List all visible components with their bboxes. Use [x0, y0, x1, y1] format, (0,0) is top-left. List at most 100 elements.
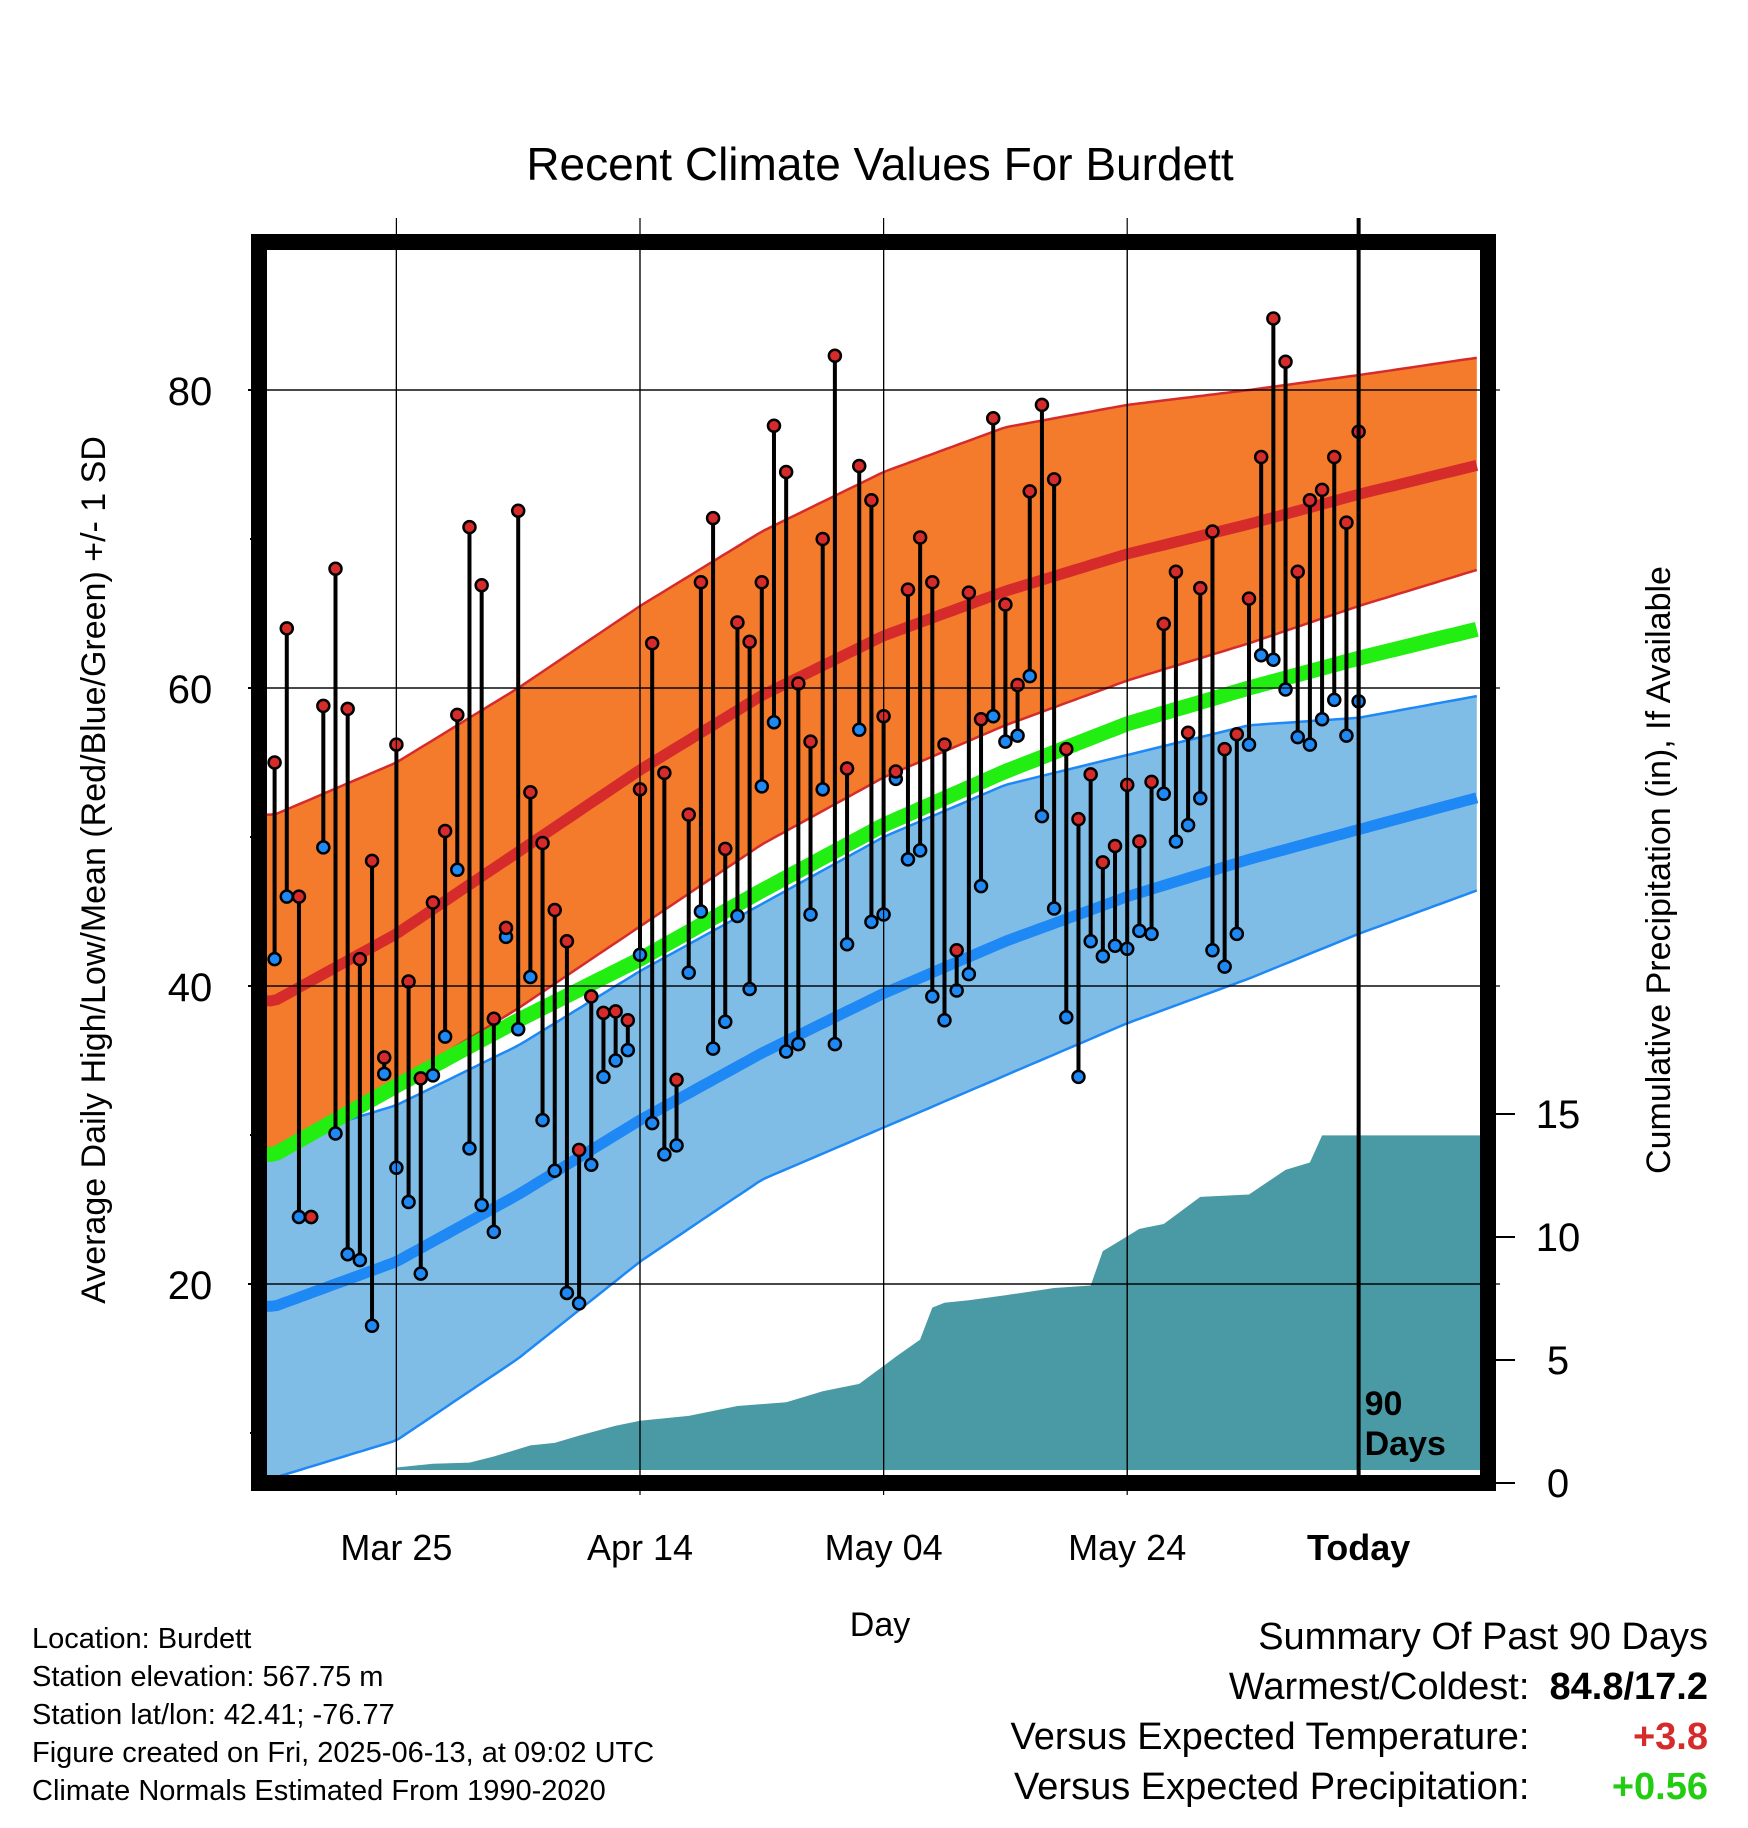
daily-high-point [352, 951, 368, 967]
x-tick-label: May 04 [825, 1527, 943, 1568]
daily-low-point [1290, 729, 1305, 745]
daily-low-point [1034, 808, 1050, 824]
daily-high-point [523, 785, 538, 800]
daily-low-point [328, 1126, 343, 1141]
daily-high-point [376, 1050, 392, 1065]
daily-high-point [316, 698, 331, 714]
summary-temp-row: Versus Expected Temperature: +3.8 [1011, 1712, 1708, 1762]
y2-tick-label: 15 [1536, 1093, 1581, 1137]
daily-low-point [851, 722, 867, 737]
daily-high-point [535, 835, 550, 851]
daily-high-point [474, 577, 489, 593]
summary-precip-row: Versus Expected Precipitation: +0.56 [1011, 1762, 1708, 1812]
daily-high-point [778, 464, 794, 480]
daily-low-point [754, 779, 770, 794]
daily-high-point [1302, 493, 1318, 508]
daily-high-point [657, 765, 672, 781]
daily-low-point [1205, 942, 1220, 958]
daily-high-point [1290, 564, 1305, 580]
daily-high-point [693, 574, 709, 590]
daily-high-point [571, 1142, 587, 1158]
daily-high-point [925, 574, 940, 590]
daily-high-point [1339, 515, 1354, 530]
daily-high-point [998, 597, 1013, 612]
daily-low-point [425, 1068, 441, 1083]
daily-low-point [1144, 926, 1159, 942]
daily-high-point [1095, 855, 1111, 870]
daily-low-point [1046, 901, 1062, 916]
daily-high-point [279, 621, 295, 636]
daily-high-point [985, 411, 1001, 426]
daily-low-point [267, 951, 282, 967]
daily-low-point [912, 843, 928, 858]
daily-high-point [888, 764, 904, 779]
daily-low-point [413, 1266, 429, 1281]
daily-high-point [912, 530, 928, 545]
today-marker-90: 90 [1365, 1385, 1403, 1423]
daily-high-point [425, 895, 441, 910]
daily-low-point [998, 734, 1013, 749]
daily-high-point [766, 418, 782, 434]
daily-low-point [937, 1013, 952, 1028]
normal-low-line [267, 792, 1479, 1312]
daily-low-point [742, 981, 757, 997]
daily-high-point [437, 823, 453, 839]
daily-high-point [973, 712, 989, 727]
daily-high-point [1314, 482, 1330, 498]
temp-label: Versus Expected Temperature: [1010, 1716, 1530, 1758]
daily-high-point [949, 942, 964, 958]
daily-low-point [1180, 817, 1196, 833]
created-text: Figure created on Fri, 2025-06-13, at 09… [32, 1737, 655, 1769]
chart-title: Recent Climate Values For Burdett [526, 138, 1234, 190]
daily-high-point [803, 734, 818, 749]
daily-low-point [1241, 737, 1257, 752]
daily-low-point [644, 1115, 660, 1131]
daily-high-point [705, 510, 721, 526]
daily-low-point [596, 1069, 611, 1085]
daily-high-point [1327, 449, 1342, 465]
station-info: Location: Burdett Station elevation: 567… [32, 1620, 654, 1810]
daily-high-point [450, 707, 465, 723]
daily-high-point [1046, 472, 1062, 487]
daily-low-point [1071, 1069, 1086, 1085]
x-tick-label: Today [1307, 1527, 1410, 1568]
daily-low-point [864, 914, 879, 930]
daily-low-point [584, 1157, 599, 1173]
daily-high-point [547, 902, 562, 918]
daily-low-point [1095, 948, 1111, 964]
daily-high-point [1059, 741, 1074, 757]
daily-high-point [1193, 580, 1208, 596]
daily-high-point [827, 348, 843, 363]
daily-high-point [730, 615, 745, 630]
daily-high-point [1253, 449, 1269, 465]
warmest-value: 84.8/17.2 [1549, 1666, 1708, 1708]
daily-low-point [778, 1044, 794, 1059]
daily-low-point [791, 1036, 806, 1052]
daily-high-point [498, 920, 514, 936]
daily-high-point [1180, 725, 1196, 740]
daily-low-point [1156, 786, 1171, 802]
axes: 20 40 60 80 0 5 10 15 Mar 25 Apr 14 May 04 May 24 To… [168, 370, 1581, 1568]
daily-high-point [718, 841, 733, 857]
daily-low-point [827, 1036, 843, 1052]
location-text: Location: Burdett [32, 1623, 252, 1655]
daily-high-point [1205, 524, 1220, 539]
precip-area [396, 1135, 1480, 1470]
daily-low-point [523, 969, 538, 985]
daily-high-point [839, 761, 855, 776]
daily-high-point [1241, 591, 1257, 606]
daily-high-point [267, 755, 282, 770]
x-tick-label: May 24 [1068, 1527, 1186, 1568]
daily-high-point [1144, 774, 1159, 790]
daily-high-point [754, 574, 770, 590]
daily-low-point [1132, 923, 1147, 939]
daily-high-point [791, 676, 806, 691]
daily-low-point [1168, 834, 1184, 849]
daily-high-point [1156, 616, 1171, 632]
y-tick-label: 20 [168, 1264, 213, 1308]
plot-content [267, 250, 1480, 1475]
daily-high-point [340, 701, 355, 717]
daily-low-point [1266, 652, 1281, 667]
daily-low-point [705, 1041, 721, 1056]
plot-frame [251, 234, 1496, 1491]
